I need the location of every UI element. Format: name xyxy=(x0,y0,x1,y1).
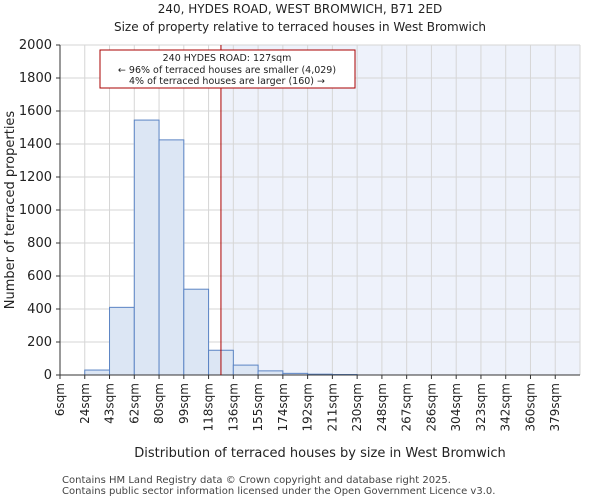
x-tick-label: 286sqm xyxy=(424,383,438,431)
x-tick-label: 24sqm xyxy=(78,383,92,424)
footer-licence: Contains public sector information licen… xyxy=(62,486,496,497)
y-tick-label: 1800 xyxy=(19,71,52,86)
histogram-chart: 0 200 400 600 800 1000 1200 1400 1600 1800 2000 6sq… xyxy=(3,38,581,461)
x-tick-label: 62sqm xyxy=(127,383,141,424)
y-tick-label: 600 xyxy=(27,269,52,284)
y-tick-label: 1600 xyxy=(19,104,52,119)
x-tick-label: 99sqm xyxy=(177,383,191,424)
x-tick-label: 267sqm xyxy=(400,383,414,431)
x-tick-label: 211sqm xyxy=(325,383,339,431)
y-tick-label: 400 xyxy=(27,302,52,317)
x-tick-label: 360sqm xyxy=(523,383,537,431)
x-tick-label: 192sqm xyxy=(301,383,315,431)
x-tick-label: 379sqm xyxy=(548,383,562,431)
chart-subtitle: Size of property relative to terraced ho… xyxy=(113,20,487,34)
chart-title: 240, HYDES ROAD, WEST BROMWICH, B71 2ED xyxy=(157,2,443,16)
annotation-line-3: 4% of terraced houses are larger (160) → xyxy=(129,76,325,87)
histogram-bar xyxy=(109,306,135,376)
annotation-line-1: 240 HYDES ROAD: 127sqm xyxy=(163,53,292,64)
footer-copyright: Contains HM Land Registry data © Crown c… xyxy=(62,475,451,486)
y-tick-label: 800 xyxy=(27,236,52,251)
x-tick-label: 323sqm xyxy=(474,383,488,431)
x-tick-label: 136sqm xyxy=(226,383,240,431)
x-tick-label: 342sqm xyxy=(499,383,513,431)
x-tick-label: 118sqm xyxy=(202,383,216,431)
histogram-bar xyxy=(183,288,210,376)
x-tick-label: 43sqm xyxy=(103,383,117,424)
annotation-line-2: ← 96% of terraced houses are smaller (4,… xyxy=(118,65,336,76)
histogram-bar xyxy=(257,370,284,376)
x-tick-label: 174sqm xyxy=(276,383,290,431)
y-tick-label: 1400 xyxy=(19,137,52,152)
y-tick-label: 0 xyxy=(44,368,52,383)
y-tick-label: 2000 xyxy=(19,38,52,53)
annotation-box: 240 HYDES ROAD: 127sqm ← 96% of terraced… xyxy=(99,49,356,89)
histogram-bar xyxy=(84,369,111,376)
histogram-bar xyxy=(158,139,185,376)
y-tick-label: 1000 xyxy=(19,203,52,218)
x-tick-label: 248sqm xyxy=(375,383,389,431)
x-tick-label: 6sqm xyxy=(53,383,67,416)
y-axis-label: Number of terraced properties xyxy=(3,111,18,310)
y-tick-label: 200 xyxy=(27,335,52,350)
y-tick-label: 1200 xyxy=(19,170,52,185)
x-tick-label: 230sqm xyxy=(350,383,364,431)
histogram-bar xyxy=(232,364,259,376)
histogram-bar xyxy=(133,119,160,376)
x-axis-label: Distribution of terraced houses by size … xyxy=(134,446,506,461)
x-tick-label: 304sqm xyxy=(449,383,463,431)
x-tick-label: 155sqm xyxy=(251,383,265,431)
x-tick-label: 80sqm xyxy=(152,383,166,424)
